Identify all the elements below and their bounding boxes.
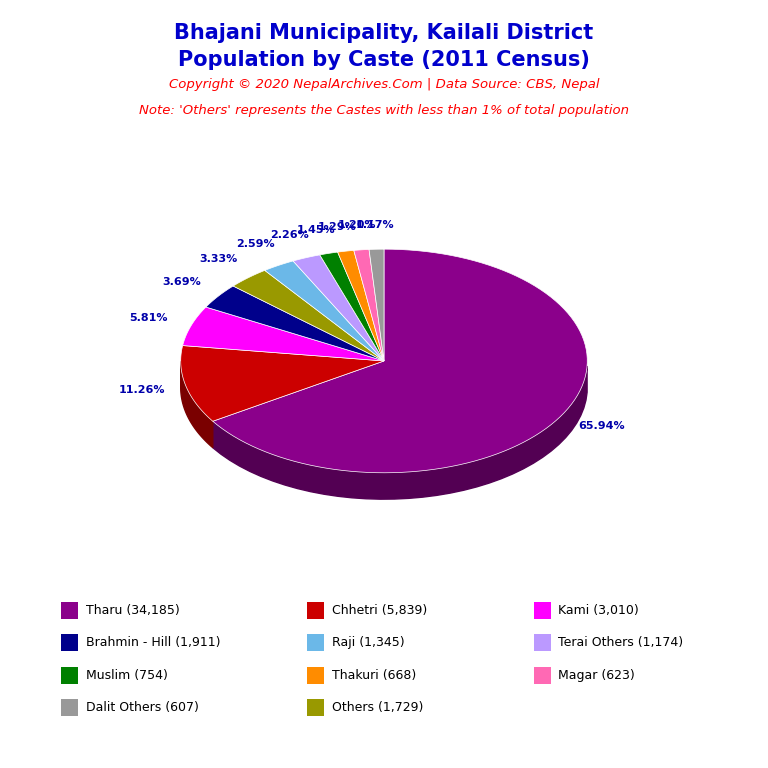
Text: Brahmin - Hill (1,911): Brahmin - Hill (1,911) — [86, 637, 220, 649]
Text: 11.26%: 11.26% — [118, 385, 165, 396]
Text: Kami (3,010): Kami (3,010) — [558, 604, 639, 617]
Text: Population by Caste (2011 Census): Population by Caste (2011 Census) — [178, 50, 590, 70]
Text: Magar (623): Magar (623) — [558, 669, 635, 681]
Text: 3.33%: 3.33% — [199, 254, 237, 264]
Text: 1.45%: 1.45% — [297, 225, 336, 235]
Text: 1.20%: 1.20% — [337, 220, 376, 230]
Polygon shape — [319, 252, 384, 361]
Text: 2.59%: 2.59% — [236, 240, 275, 250]
Text: Bhajani Municipality, Kailali District: Bhajani Municipality, Kailali District — [174, 23, 594, 43]
Polygon shape — [233, 270, 384, 361]
Text: 2.26%: 2.26% — [270, 230, 309, 240]
Text: Dalit Others (607): Dalit Others (607) — [86, 701, 199, 713]
Text: Thakuri (668): Thakuri (668) — [332, 669, 416, 681]
Polygon shape — [293, 255, 384, 361]
Polygon shape — [213, 249, 588, 473]
Text: Copyright © 2020 NepalArchives.Com | Data Source: CBS, Nepal: Copyright © 2020 NepalArchives.Com | Dat… — [169, 78, 599, 91]
Polygon shape — [265, 261, 384, 361]
Polygon shape — [206, 286, 384, 361]
Text: Others (1,729): Others (1,729) — [332, 701, 423, 713]
Text: Chhetri (5,839): Chhetri (5,839) — [332, 604, 427, 617]
Polygon shape — [180, 346, 384, 421]
Polygon shape — [180, 362, 213, 448]
Text: Note: 'Others' represents the Castes with less than 1% of total population: Note: 'Others' represents the Castes wit… — [139, 104, 629, 117]
Text: 65.94%: 65.94% — [578, 422, 625, 432]
Polygon shape — [338, 250, 384, 361]
Text: 5.81%: 5.81% — [129, 313, 168, 323]
Text: Muslim (754): Muslim (754) — [86, 669, 168, 681]
Polygon shape — [354, 250, 384, 361]
Polygon shape — [213, 366, 587, 499]
Text: 1.17%: 1.17% — [356, 220, 394, 230]
Text: Terai Others (1,174): Terai Others (1,174) — [558, 637, 684, 649]
Text: Raji (1,345): Raji (1,345) — [332, 637, 405, 649]
Text: Tharu (34,185): Tharu (34,185) — [86, 604, 180, 617]
Polygon shape — [369, 249, 384, 361]
Text: 3.69%: 3.69% — [163, 276, 201, 286]
Polygon shape — [183, 307, 384, 361]
Text: 1.29%: 1.29% — [318, 222, 356, 232]
